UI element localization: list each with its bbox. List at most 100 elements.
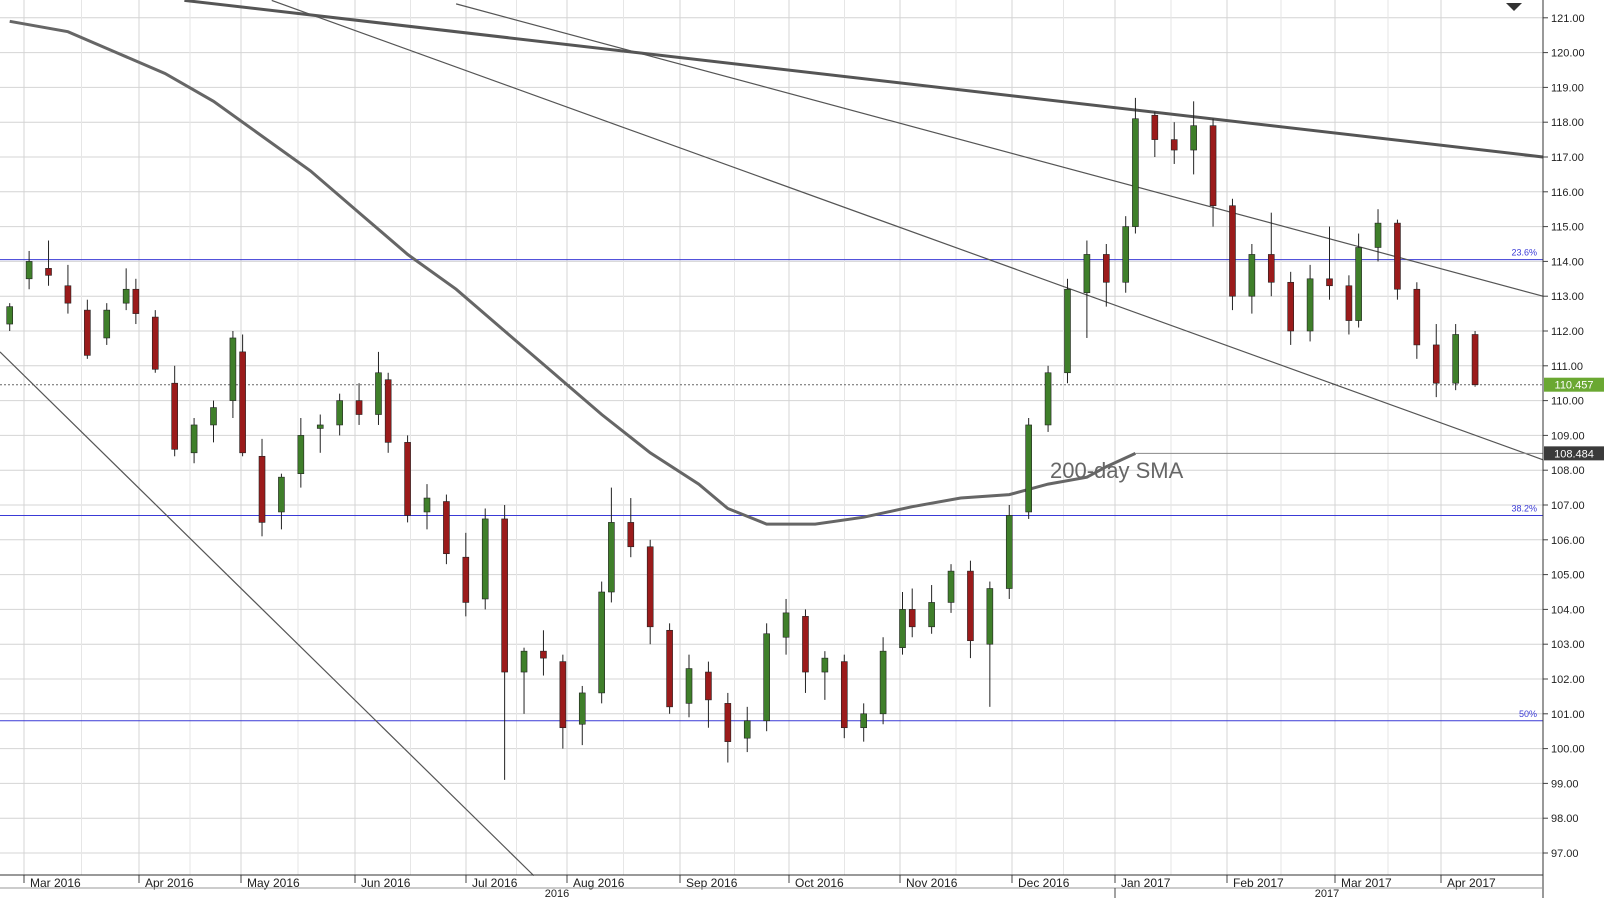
trendline: [271, 0, 1544, 461]
trendline: [0, 351, 535, 877]
candle-body: [1452, 334, 1459, 384]
candle-body: [899, 609, 906, 648]
y-tick-label: 103.00: [1551, 639, 1585, 651]
candle-body: [84, 309, 91, 356]
candle-body: [316, 424, 324, 429]
candle-body: [1025, 424, 1032, 513]
candles: [6, 97, 1479, 780]
candle-body: [384, 379, 392, 443]
y-tick-label: 112.00: [1551, 326, 1584, 338]
y-tick-label: 108.00: [1551, 465, 1585, 477]
candle-body: [171, 382, 178, 450]
candle-body: [336, 400, 343, 426]
candle-body: [122, 288, 130, 304]
sma-200-line: [9, 19, 1137, 526]
x-tick-label: Mar 2017: [1341, 876, 1392, 890]
candle-body: [190, 424, 198, 454]
candle-body: [627, 522, 635, 548]
y-tick-label: 113.00: [1551, 291, 1584, 303]
x-tick-label: Dec 2016: [1018, 876, 1070, 890]
candle-body: [1306, 278, 1314, 332]
y-tick-label: 99.00: [1551, 778, 1579, 790]
candle-body: [1355, 247, 1362, 321]
candle-body: [967, 570, 974, 642]
y-tick-label: 104.00: [1551, 604, 1585, 616]
candle-body: [1005, 515, 1013, 589]
last-price-tag-bg: [1544, 377, 1604, 392]
x-tick-label: Oct 2016: [795, 876, 844, 890]
candle-body: [947, 570, 955, 603]
x-tick-label: Jun 2016: [361, 876, 411, 890]
candle-body: [1064, 288, 1071, 374]
fib-level-label: 50%: [1519, 709, 1537, 719]
x-tick-label: Apr 2017: [1447, 876, 1496, 890]
y-tick-label: 98.00: [1551, 813, 1579, 825]
fibonacci-levels: 23.6% 38.2% 50%: [0, 248, 1543, 722]
candle-body: [151, 316, 159, 370]
candle-body: [879, 650, 887, 715]
candle-body: [1190, 125, 1197, 151]
candle-body: [1170, 139, 1178, 151]
x-tick-label: Jan 2017: [1121, 876, 1171, 890]
candle-body: [928, 602, 935, 628]
candle-body: [908, 609, 916, 628]
candle-body: [840, 661, 848, 729]
sma-line-group: [9, 19, 1543, 526]
candle-body: [1209, 125, 1217, 207]
candle-body: [1345, 285, 1353, 321]
candle-body: [501, 518, 508, 673]
candle-body: [1044, 372, 1052, 426]
y-tick-label: 107.00: [1551, 500, 1585, 512]
fib-level-label: 23.6%: [1511, 248, 1537, 258]
y-tick-label: 111.00: [1551, 361, 1583, 373]
candle-body: [860, 713, 867, 729]
grid: [0, 0, 1543, 875]
candle-body: [229, 337, 237, 401]
trendline: [184, 0, 1544, 159]
y-tick-label: 106.00: [1551, 535, 1585, 547]
candle-body: [1394, 222, 1401, 290]
candle-body: [103, 309, 111, 339]
candle-body: [239, 351, 246, 454]
candle-body: [355, 400, 363, 415]
y-tick-label: 105.00: [1551, 570, 1585, 582]
candle-body: [443, 501, 450, 555]
candle-body: [608, 522, 615, 593]
y-tick-label: 121.00: [1551, 13, 1585, 25]
candle-body: [297, 435, 305, 474]
candle-body: [646, 546, 654, 628]
candle-body: [1432, 344, 1440, 384]
candle-body: [1151, 114, 1159, 140]
candle-body: [278, 476, 285, 513]
last-price-tag: 110.457: [1555, 380, 1594, 392]
sma-value-tag-bg: [1544, 446, 1604, 461]
scroll-arrow-icon[interactable]: [1506, 3, 1522, 11]
y-tick-label: 114.00: [1551, 256, 1584, 268]
candle-body: [743, 720, 751, 739]
candle-body: [423, 497, 431, 513]
x-tick-label: May 2016: [247, 876, 300, 890]
year-label: 2017: [1315, 888, 1339, 898]
y-tick-label: 100.00: [1551, 744, 1585, 756]
candle-body: [986, 588, 994, 645]
candle-body: [132, 288, 140, 314]
y-tick-label: 97.00: [1551, 848, 1579, 860]
candle-body: [462, 556, 470, 603]
candle-body: [1471, 334, 1479, 385]
candle-body: [6, 306, 14, 325]
x-tick-label: Aug 2016: [573, 876, 625, 890]
y-tick-label: 102.00: [1551, 674, 1585, 686]
candle-body: [1083, 254, 1091, 294]
y-tick-label: 116.00: [1551, 187, 1584, 199]
candle-body: [1103, 254, 1110, 283]
candle-body: [724, 703, 732, 742]
y-tick-label: 109.00: [1551, 430, 1585, 442]
candle-body: [1122, 226, 1130, 283]
candle-body: [705, 671, 712, 701]
y-tick-label: 101.00: [1551, 709, 1585, 721]
candle-body: [1248, 254, 1256, 297]
candle-body: [1326, 278, 1333, 287]
candle-body: [559, 661, 567, 729]
candle-body: [45, 268, 52, 276]
